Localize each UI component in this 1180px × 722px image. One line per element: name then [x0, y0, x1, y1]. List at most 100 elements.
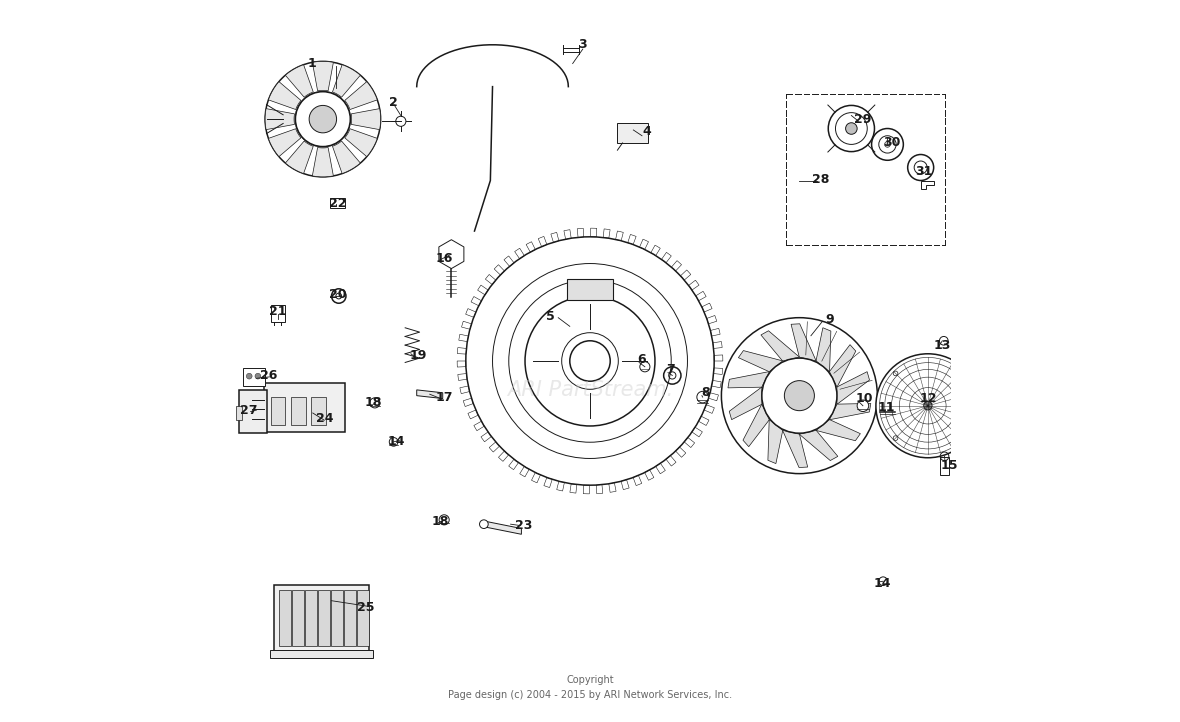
Circle shape — [395, 116, 406, 126]
Circle shape — [266, 61, 381, 177]
Polygon shape — [603, 229, 610, 238]
Text: 30: 30 — [883, 136, 900, 149]
Polygon shape — [490, 442, 499, 452]
Polygon shape — [799, 430, 838, 461]
Circle shape — [893, 371, 898, 375]
Polygon shape — [708, 393, 719, 401]
Polygon shape — [504, 256, 514, 266]
Polygon shape — [458, 373, 467, 380]
Text: 8: 8 — [701, 386, 710, 399]
Polygon shape — [640, 239, 649, 250]
Polygon shape — [739, 351, 782, 372]
Polygon shape — [830, 404, 871, 419]
Bar — [319, 590, 330, 646]
Text: 16: 16 — [435, 252, 453, 265]
Text: 28: 28 — [812, 173, 830, 186]
Polygon shape — [268, 82, 301, 110]
Polygon shape — [509, 459, 518, 469]
Circle shape — [697, 391, 708, 403]
Polygon shape — [544, 477, 552, 487]
Circle shape — [879, 577, 887, 586]
Circle shape — [249, 416, 255, 422]
Polygon shape — [333, 141, 360, 173]
Text: 23: 23 — [514, 519, 532, 532]
Text: 10: 10 — [856, 392, 873, 405]
Polygon shape — [468, 410, 478, 419]
Text: 3: 3 — [578, 38, 588, 51]
Polygon shape — [817, 328, 831, 372]
Polygon shape — [710, 329, 720, 336]
Polygon shape — [644, 470, 654, 480]
Text: ARI PartStream.: ARI PartStream. — [507, 380, 673, 400]
Polygon shape — [583, 485, 589, 494]
Polygon shape — [702, 303, 712, 312]
Polygon shape — [531, 472, 540, 483]
Circle shape — [958, 371, 963, 375]
Bar — [293, 590, 304, 646]
Polygon shape — [671, 261, 682, 271]
Polygon shape — [551, 232, 559, 243]
Text: 17: 17 — [435, 391, 453, 404]
Polygon shape — [485, 521, 522, 534]
Polygon shape — [634, 475, 642, 486]
Polygon shape — [699, 417, 709, 425]
Polygon shape — [681, 270, 690, 280]
Polygon shape — [458, 347, 466, 354]
Polygon shape — [729, 387, 762, 419]
Polygon shape — [417, 390, 442, 399]
Polygon shape — [596, 484, 603, 494]
Polygon shape — [485, 274, 496, 284]
Text: 9: 9 — [825, 313, 834, 326]
Polygon shape — [471, 297, 481, 305]
Polygon shape — [457, 361, 466, 367]
Circle shape — [885, 142, 891, 147]
Circle shape — [828, 105, 874, 152]
Bar — [271, 397, 286, 425]
Bar — [345, 590, 356, 646]
Polygon shape — [616, 231, 623, 240]
Polygon shape — [609, 483, 616, 492]
Polygon shape — [538, 236, 546, 247]
Polygon shape — [464, 398, 473, 406]
Text: 15: 15 — [940, 459, 958, 472]
Polygon shape — [481, 432, 491, 442]
Circle shape — [249, 397, 255, 403]
Polygon shape — [768, 419, 782, 464]
Text: 26: 26 — [260, 369, 277, 382]
Polygon shape — [557, 482, 564, 491]
Circle shape — [309, 105, 336, 133]
Polygon shape — [830, 344, 856, 387]
Circle shape — [255, 373, 261, 379]
Circle shape — [857, 400, 868, 412]
Polygon shape — [570, 484, 577, 493]
Polygon shape — [696, 291, 706, 301]
Bar — [291, 397, 306, 425]
Circle shape — [457, 228, 723, 494]
Polygon shape — [286, 141, 313, 173]
Polygon shape — [707, 316, 716, 324]
Polygon shape — [461, 321, 472, 329]
Polygon shape — [714, 355, 723, 361]
Bar — [263, 383, 345, 432]
Polygon shape — [474, 421, 484, 431]
Circle shape — [939, 336, 948, 345]
Bar — [243, 368, 266, 386]
Circle shape — [846, 123, 857, 134]
Polygon shape — [333, 65, 360, 97]
Text: 14: 14 — [388, 435, 405, 448]
Circle shape — [762, 358, 837, 433]
Circle shape — [369, 398, 380, 408]
Polygon shape — [266, 108, 295, 130]
Polygon shape — [920, 180, 933, 189]
Bar — [236, 406, 242, 420]
Polygon shape — [656, 464, 666, 474]
Polygon shape — [743, 404, 769, 447]
Circle shape — [958, 436, 963, 440]
Text: 27: 27 — [241, 404, 258, 417]
Text: 4: 4 — [642, 125, 650, 138]
Polygon shape — [498, 451, 509, 461]
Polygon shape — [714, 368, 722, 375]
Polygon shape — [837, 372, 870, 404]
Polygon shape — [666, 456, 676, 466]
Bar — [879, 410, 894, 416]
